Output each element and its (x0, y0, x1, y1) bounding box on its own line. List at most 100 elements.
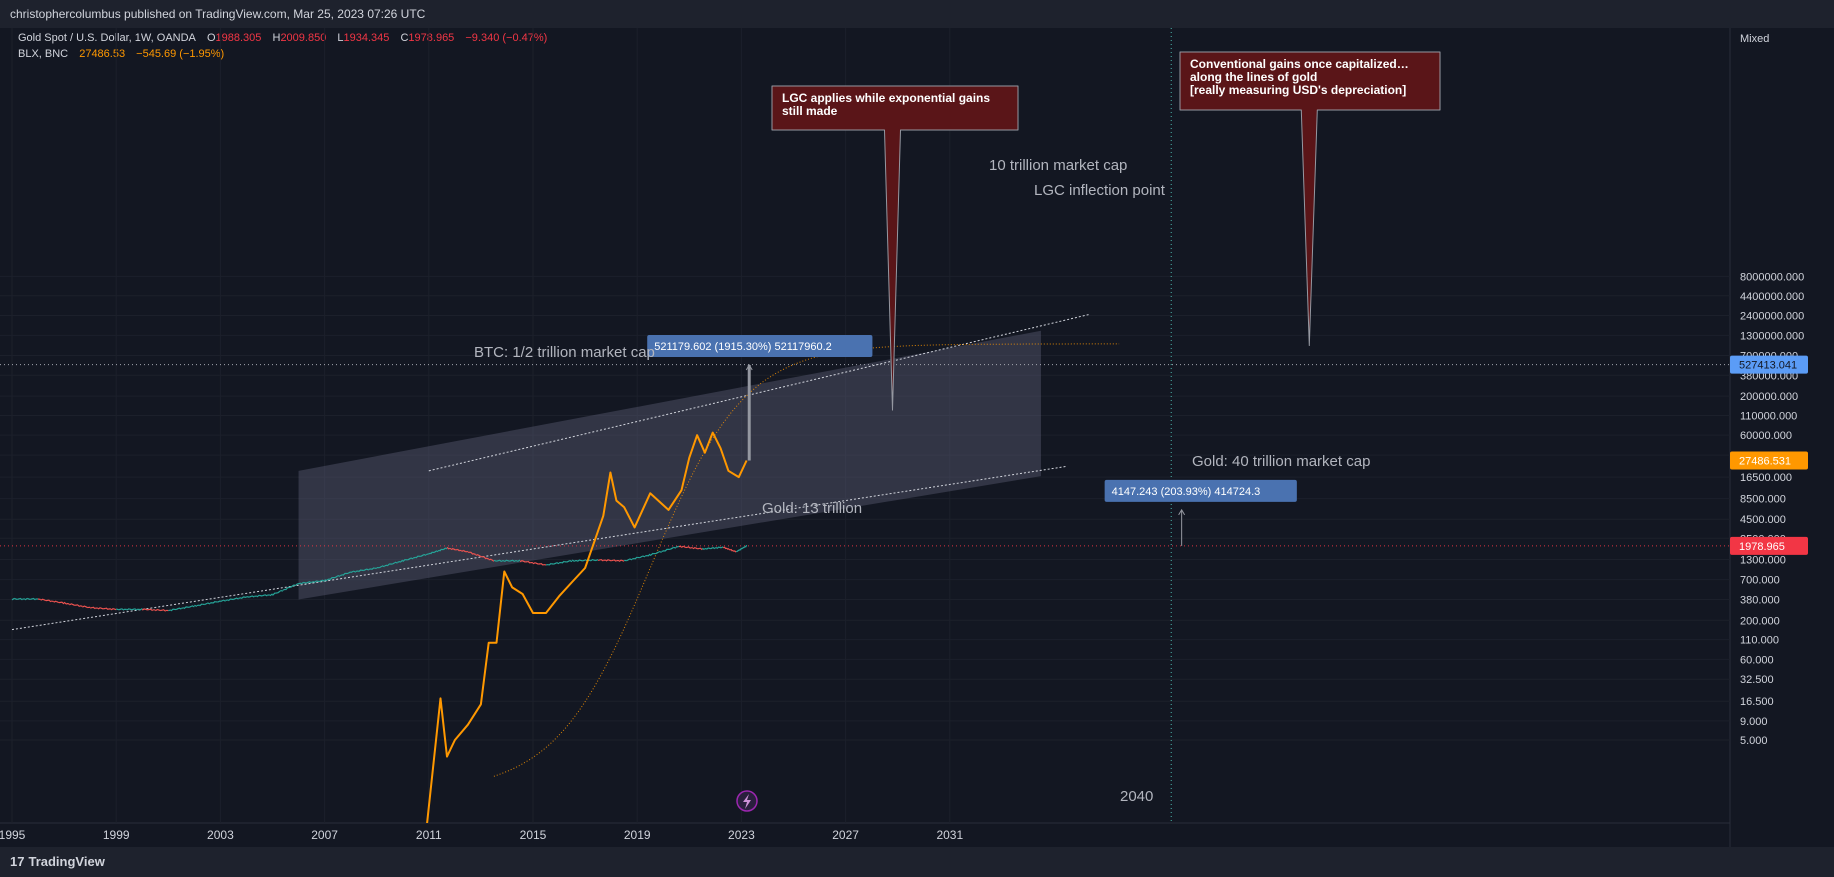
gold-price-segment (379, 565, 383, 569)
gold-price-segment (40, 598, 44, 601)
gold-price-segment (84, 605, 88, 609)
gold-price-segment (233, 597, 237, 601)
legend-gold: Gold Spot / U.S. Dollar, 1W, OANDA O1988… (18, 32, 547, 44)
gold-price-segment (154, 608, 159, 612)
gold-price-segment (313, 580, 318, 584)
price-label-text: 1978.965 (1739, 541, 1785, 553)
gold-price-segment (105, 607, 109, 611)
gold-price-segment (353, 570, 357, 573)
x-tick-label: 1995 (0, 828, 26, 842)
gold-price-segment (157, 609, 161, 612)
gold-price-segment (712, 546, 716, 550)
gold-price-segment (27, 598, 31, 600)
gold-price-segment (386, 563, 391, 567)
gold-price-segment (126, 608, 130, 611)
gold-price-segment (149, 608, 153, 612)
gold-price-segment (569, 559, 573, 563)
gold-price-segment (82, 605, 86, 608)
measure-label: 4147.243 (203.93%) 414724.3 (1112, 486, 1261, 498)
gold-price-segment (43, 598, 47, 602)
gold-price-segment (490, 559, 495, 562)
gold-price-segment (134, 608, 138, 611)
tradingview-brand: TradingView (28, 854, 105, 869)
measure-arrowhead (1178, 508, 1186, 516)
gold-price-segment (446, 546, 450, 550)
gold-price-segment (472, 553, 476, 556)
chart-annotation: 2040 (1120, 788, 1153, 805)
trendline-lower (11, 465, 1068, 631)
gold-price-segment (485, 557, 489, 560)
gold-price-segment (509, 559, 513, 562)
gold-price-segment (308, 581, 312, 584)
gold-price-segment (222, 599, 226, 602)
y-tick-label: 1300.000 (1740, 555, 1786, 567)
gold-price-segment (11, 597, 15, 601)
gold-price-segment (129, 608, 133, 611)
y-tick-label: 5.000 (1740, 735, 1768, 747)
gold-price-segment (337, 575, 341, 577)
gold-price-segment (48, 599, 52, 603)
legend-open-value: 1988.305 (215, 32, 262, 44)
legend-high-label: H (272, 32, 281, 44)
y-tick-label: 200.000 (1740, 615, 1780, 627)
measure-label: 521179.602 (1915.30%) 52117960.2 (654, 341, 832, 353)
gold-price-segment (592, 559, 596, 562)
gold-price-segment (371, 567, 375, 571)
gold-price-segment (261, 594, 265, 597)
x-tick-label: 2011 (416, 828, 442, 842)
gold-price-segment (692, 546, 696, 550)
y-tick-label: 60.000 (1740, 654, 1774, 666)
gold-price-segment (116, 608, 119, 611)
gold-price-segment (496, 559, 500, 562)
gold-price-segment (30, 598, 34, 600)
gold-price-segment (113, 608, 117, 611)
gold-price-segment (321, 579, 325, 582)
gold-price-segment (53, 600, 57, 603)
gold-price-segment (334, 575, 338, 579)
y-tick-label: 2400000.000 (1740, 310, 1804, 322)
gold-price-segment (701, 547, 705, 551)
trendline-upper (428, 313, 1091, 472)
gold-price-segment (710, 547, 713, 550)
gold-price-segment (664, 548, 668, 552)
gold-price-segment (175, 607, 179, 611)
price-label-box (1730, 355, 1808, 374)
gold-price-segment (100, 607, 104, 610)
gold-price-segment (600, 558, 604, 562)
callout-text: LGC applies while exponential gains (782, 91, 990, 105)
gold-price-segment (61, 601, 65, 605)
price-axis-pane (1730, 28, 1834, 847)
gold-price-segment (739, 547, 742, 551)
gold-price-segment (248, 595, 252, 598)
x-tick-label: 2019 (624, 828, 651, 842)
gold-price-segment (188, 605, 193, 608)
gold-price-segment (477, 554, 482, 558)
gold-price-segment (433, 550, 437, 553)
gold-price-segment (504, 559, 508, 563)
legend-blx-change: −545.69 (−1.95%) (136, 48, 225, 60)
price-chart[interactable]: 521179.602 (1915.30%) 52117960.2 4147.243… (0, 28, 1834, 847)
gold-price-segment (194, 604, 198, 607)
gold-price-segment (475, 554, 479, 556)
gold-price-segment (14, 598, 18, 600)
x-tick-label: 2015 (520, 828, 547, 842)
gold-price-segment (394, 561, 398, 564)
gold-price-segment (621, 559, 625, 562)
lightning-glyph (743, 794, 751, 809)
gold-price-segment (118, 608, 122, 611)
btc-price-line (426, 431, 748, 823)
x-tick-label: 2027 (832, 828, 859, 842)
y-tick-label: 16.500 (1740, 696, 1774, 708)
gold-price-segment (553, 562, 557, 565)
gold-price-segment (642, 555, 646, 558)
gold-price-segment (397, 560, 401, 563)
gold-price-segment (103, 607, 106, 610)
gold-price-segment (727, 548, 731, 551)
legend-gold-name: Gold Spot / U.S. Dollar, 1W, OANDA (18, 32, 196, 44)
gold-price-segment (178, 607, 182, 610)
callout-text: Conventional gains once capitalized… (1190, 57, 1409, 71)
legend-low-value: 1934.345 (343, 32, 390, 44)
gold-price-segment (488, 558, 492, 561)
gold-price-segment (443, 547, 446, 551)
legend-blx-value: 27486.53 (79, 48, 126, 60)
